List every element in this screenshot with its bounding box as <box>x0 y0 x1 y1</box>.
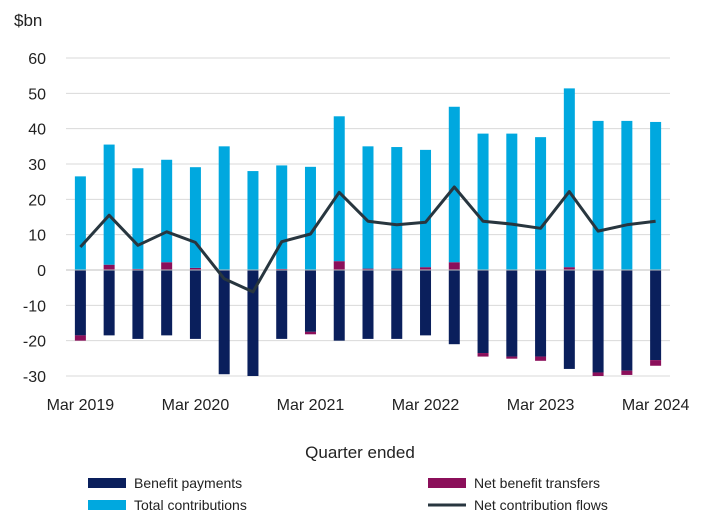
y-tick-label: 10 <box>28 228 46 245</box>
bar-net-benefit-transfers <box>391 268 403 270</box>
bar-total-contributions <box>276 165 288 269</box>
bar-total-contributions <box>218 146 230 270</box>
bar-benefit-payments <box>333 270 345 341</box>
y-tick-label: 40 <box>28 122 46 139</box>
bar-benefit-payments <box>103 270 115 336</box>
bar-benefit-payments <box>592 270 604 373</box>
bar-total-contributions <box>333 116 345 262</box>
bar-total-contributions <box>592 120 604 270</box>
bar-total-contributions <box>103 144 115 265</box>
bar-net-benefit-transfers <box>333 261 345 270</box>
bar-benefit-payments <box>161 270 173 336</box>
x-tick-label: Mar 2023 <box>507 397 575 414</box>
bar-benefit-payments <box>391 270 403 339</box>
y-tick-label: 20 <box>28 192 46 209</box>
bar-benefit-payments <box>477 270 489 354</box>
bar-benefit-payments <box>506 270 518 357</box>
legend-label-net-benefit-transfers: Net benefit transfers <box>474 475 600 491</box>
x-axis-label: Quarter ended <box>305 443 415 462</box>
bar-net-benefit-transfers <box>650 360 662 366</box>
bar-net-benefit-transfers <box>161 262 173 270</box>
bar-net-benefit-transfers <box>448 262 460 270</box>
x-tick-label: Mar 2021 <box>277 397 345 414</box>
bar-benefit-payments <box>563 270 575 369</box>
bar-total-contributions <box>161 159 173 263</box>
legend-label-total-contributions: Total contributions <box>134 497 247 513</box>
x-tick-label: Mar 2022 <box>392 397 460 414</box>
y-tick-label: 30 <box>28 157 46 174</box>
y-tick-label: 50 <box>28 86 46 103</box>
bar-benefit-payments <box>420 270 432 336</box>
bar-benefit-payments <box>189 270 201 339</box>
bar-total-contributions <box>563 88 575 268</box>
bar-total-contributions <box>362 146 374 269</box>
y-tick-label: -10 <box>23 298 46 315</box>
bar-benefit-payments <box>247 270 259 376</box>
bar-total-contributions <box>506 133 518 270</box>
y-axis-unit-label: $bn <box>14 11 42 30</box>
bar-net-benefit-transfers <box>592 372 604 376</box>
y-tick-label: 60 <box>28 51 46 68</box>
bar-net-benefit-transfers <box>362 268 374 270</box>
legend-swatch-total-contributions <box>88 500 126 510</box>
bar-benefit-payments <box>535 270 547 357</box>
bar-benefit-payments <box>650 270 662 361</box>
legend: Benefit payments Net benefit transfers Tot… <box>88 475 608 513</box>
legend-swatch-benefit-payments <box>88 478 126 488</box>
bar-benefit-payments <box>218 270 230 375</box>
bar-benefit-payments <box>132 270 144 339</box>
y-tick-label: -30 <box>23 369 46 386</box>
bar-benefit-payments <box>448 270 460 345</box>
bar-total-contributions <box>304 166 316 270</box>
bar-net-benefit-transfers <box>621 370 633 375</box>
bar-total-contributions <box>132 168 144 269</box>
bar-benefit-payments <box>362 270 374 339</box>
bar-total-contributions <box>247 171 259 270</box>
bar-net-benefit-transfers <box>535 356 547 361</box>
bar-total-contributions <box>420 149 432 268</box>
bar-total-contributions <box>650 121 662 270</box>
bar-total-contributions <box>477 133 489 270</box>
y-tick-label: -20 <box>23 334 46 351</box>
bar-net-benefit-transfers <box>103 264 115 270</box>
bar-total-contributions <box>535 137 547 270</box>
bar-net-benefit-transfers <box>563 267 575 270</box>
bar-net-benefit-transfers <box>506 356 518 359</box>
line-series <box>79 185 656 294</box>
bar-benefit-payments <box>74 270 86 336</box>
bar-total-contributions <box>448 106 460 263</box>
bar-series <box>74 88 662 376</box>
y-tick-label: 0 <box>37 263 46 280</box>
bar-net-benefit-transfers <box>276 268 288 270</box>
bar-net-benefit-transfers <box>420 267 432 270</box>
x-tick-label: Mar 2019 <box>47 397 115 414</box>
bar-benefit-payments <box>304 270 316 332</box>
bar-benefit-payments <box>276 270 288 339</box>
x-tick-label: Mar 2020 <box>162 397 230 414</box>
bar-net-benefit-transfers <box>74 335 86 341</box>
bar-net-benefit-transfers <box>304 331 316 335</box>
legend-label-benefit-payments: Benefit payments <box>134 475 242 491</box>
legend-label-net-contribution-flows: Net contribution flows <box>474 497 608 513</box>
bar-net-benefit-transfers <box>132 268 144 270</box>
y-axis-ticks: -30 -20 -10 0 10 20 30 40 50 60 <box>23 51 46 386</box>
x-axis-ticks: Mar 2019 Mar 2020 Mar 2021 Mar 2022 Mar 2023… <box>47 397 690 414</box>
bar-total-contributions <box>391 147 403 269</box>
bar-net-benefit-transfers <box>477 353 489 357</box>
legend-swatch-net-benefit-transfers <box>428 478 466 488</box>
bar-total-contributions <box>189 167 201 268</box>
line-net-contribution-flows <box>79 185 656 294</box>
bar-total-contributions <box>621 120 633 270</box>
bar-total-contributions <box>74 176 86 270</box>
bar-net-benefit-transfers <box>189 267 201 270</box>
x-tick-label: Mar 2024 <box>622 397 690 414</box>
bar-benefit-payments <box>621 270 633 371</box>
